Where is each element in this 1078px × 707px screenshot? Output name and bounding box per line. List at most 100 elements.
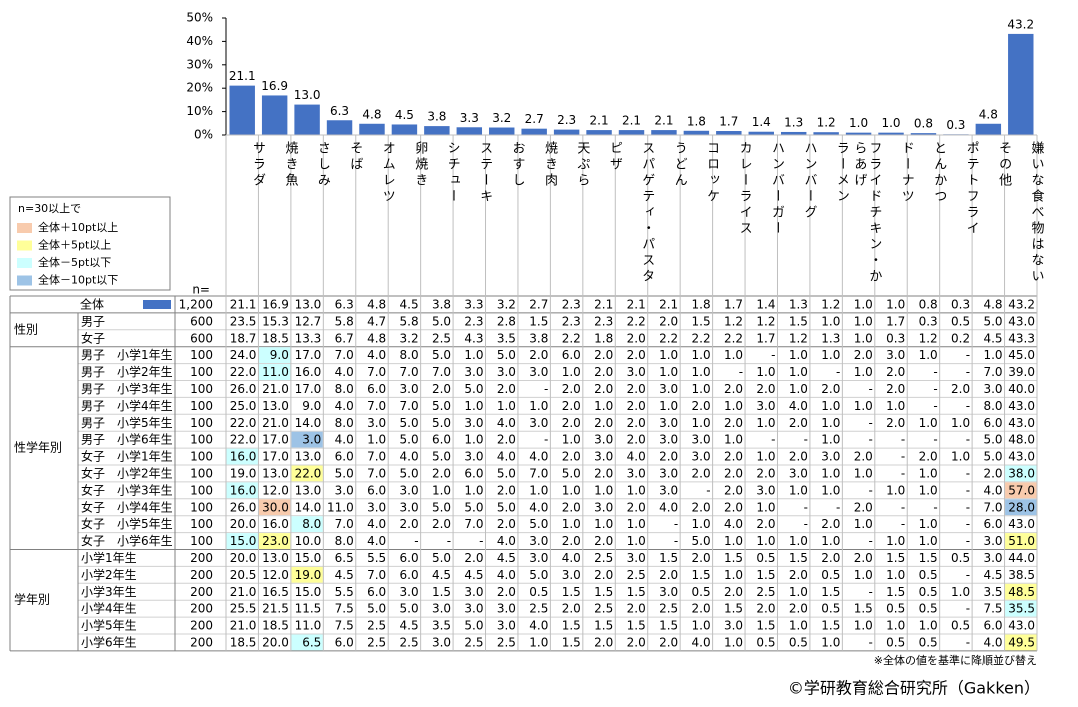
y-tick-label: 20% [186, 81, 213, 95]
cell-value: 2.2 [724, 331, 743, 345]
cell-value: 5.5 [335, 585, 354, 599]
cell-value: 2.0 [562, 450, 581, 464]
cell-value: 5.0 [400, 416, 419, 430]
cell-value: 2.0 [951, 382, 970, 396]
cell-value: - [544, 433, 548, 447]
cell-value: 17.0 [295, 382, 322, 396]
cell-value: 21.0 [230, 585, 257, 599]
cell-value: 4.0 [335, 399, 354, 413]
category-label: 焼き魚 [282, 141, 298, 189]
cell-value: 16.0 [262, 517, 289, 531]
cell-value: 0.5 [692, 585, 711, 599]
cell-value: 2.0 [724, 466, 743, 480]
cell-value: 4.0 [497, 416, 516, 430]
cell-value: 8.0 [335, 534, 354, 548]
cell-value: 2.0 [854, 500, 873, 514]
cell-value: - [933, 500, 937, 514]
cell-value: 21.0 [262, 382, 289, 396]
cell-value: 4.0 [367, 534, 386, 548]
cell-value: - [479, 534, 483, 548]
row-n: 100 [190, 534, 213, 548]
cell-value: 2.0 [497, 517, 516, 531]
cell-value: 1.0 [951, 416, 970, 430]
cell-value: 21.5 [262, 602, 289, 616]
footnote: ※全体の値を基準に降順並び替え [874, 653, 1037, 667]
bar [910, 133, 937, 135]
cell-value: 3.0 [724, 619, 743, 633]
cell-value: 2.0 [756, 382, 775, 396]
cell-value: 5.0 [529, 517, 548, 531]
cell-value: 1.7 [724, 297, 743, 311]
cell-value: 15.3 [262, 314, 289, 328]
group-label: 性別 [14, 322, 38, 336]
cell-value: 43.0 [1008, 517, 1035, 531]
cell-value: 1.0 [854, 297, 873, 311]
row-label: 男子 小学5年生 [81, 415, 173, 430]
cell-value: 22.0 [230, 433, 257, 447]
cell-highlight [258, 533, 291, 549]
value-label: 0.3 [946, 118, 965, 132]
category-label: シチュー [444, 141, 460, 205]
value-label: 16.9 [261, 79, 288, 93]
cell-highlight [226, 482, 258, 499]
cell-value: - [868, 585, 872, 599]
cell-value: 0.3 [886, 331, 905, 345]
row-label: 女子 小学3年生 [81, 482, 173, 497]
cell-value: 3.0 [400, 382, 419, 396]
cell-value: 7.0 [367, 450, 386, 464]
cell-value: 1.5 [562, 585, 581, 599]
cell-value: 2.0 [659, 450, 678, 464]
cell-value: 2.3 [562, 297, 581, 311]
cell-value: 2.0 [627, 399, 646, 413]
cell-value: 16.9 [262, 297, 289, 311]
category-label: 焼き肉 [541, 141, 557, 189]
cell-value: 6.0 [432, 433, 451, 447]
row-label: 男子 小学1年生 [81, 347, 173, 362]
cell-value: 2.0 [562, 399, 581, 413]
cell-value: 1.5 [821, 619, 840, 633]
cell-value: 4.0 [497, 568, 516, 582]
cell-value: 2.5 [464, 635, 483, 649]
bar [553, 129, 580, 135]
cell-value: 1.0 [692, 416, 711, 430]
cell-value: 7.0 [335, 517, 354, 531]
cell-highlight [1005, 499, 1037, 516]
cell-value: 5.0 [983, 450, 1002, 464]
cell-value: 1.8 [594, 331, 613, 345]
cell-value: - [804, 517, 808, 531]
cell-value: 8.0 [983, 399, 1002, 413]
cell-highlight [1005, 465, 1037, 482]
cell-value: 2.0 [497, 433, 516, 447]
cell-value: 45.0 [1008, 348, 1035, 362]
cell-value: - [868, 416, 872, 430]
cell-value: 6.0 [983, 619, 1002, 633]
cell-value: 2.0 [692, 500, 711, 514]
cell-value: 3.8 [432, 297, 451, 311]
cell-value: 1.0 [562, 517, 581, 531]
cell-value: 7.0 [529, 466, 548, 480]
cell-value: 21.0 [230, 619, 257, 633]
cell-value: 7.0 [983, 365, 1002, 379]
cell-value: 4.0 [627, 450, 646, 464]
bar [716, 131, 742, 135]
cell-value: 2.0 [983, 466, 1002, 480]
row-label: 小学4年生 [81, 601, 137, 616]
cell-value: 0.5 [919, 568, 938, 582]
cell-value: - [966, 348, 970, 362]
row-n: 100 [190, 365, 213, 379]
bar [261, 95, 288, 135]
cell-value: 1.0 [821, 466, 840, 480]
row-label: 女子 小学2年生 [81, 465, 173, 480]
category-label: さしみ [314, 141, 330, 189]
cell-value: 2.5 [594, 551, 613, 565]
cell-value: 2.0 [594, 466, 613, 480]
category-label: スパゲティ・パスタ [639, 141, 655, 285]
cell-value: - [966, 483, 970, 497]
bar [294, 104, 320, 135]
cell-value: 1.0 [659, 399, 678, 413]
cell-value: 2.0 [724, 500, 743, 514]
value-label: 2.1 [590, 114, 609, 128]
cell-value: 0.5 [919, 635, 938, 649]
cell-value: 5.0 [367, 602, 386, 616]
